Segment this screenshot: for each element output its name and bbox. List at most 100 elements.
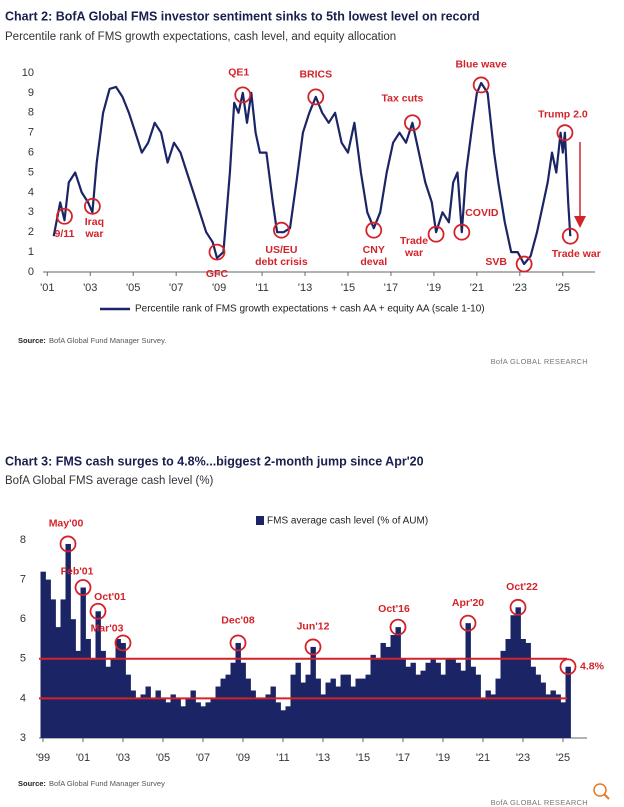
x-tick-label: '23 (516, 752, 530, 764)
y-tick-label: 7 (20, 574, 26, 586)
bar (540, 682, 546, 738)
y-tick-label: 0 (28, 266, 34, 278)
bar (490, 694, 496, 738)
sentiment-line (52, 81, 572, 266)
x-tick-label: '15 (356, 752, 370, 764)
bar (545, 694, 551, 738)
annotation-label: Trade (400, 235, 428, 247)
bar (40, 571, 46, 738)
bar (520, 639, 526, 738)
chart-title: Chart 3: FMS cash surges to 4.8%...bigge… (5, 454, 424, 468)
bar (260, 698, 266, 738)
bar (235, 642, 241, 738)
x-tick-label: '03 (116, 752, 130, 764)
x-tick-label: '07 (196, 752, 210, 764)
bar (460, 670, 466, 738)
bar (480, 698, 486, 738)
source-label: Source: (18, 779, 46, 788)
bar (65, 543, 71, 738)
bar (130, 690, 136, 738)
x-tick-label: '25 (556, 282, 570, 294)
bar (340, 674, 346, 738)
x-tick-label: '19 (436, 752, 450, 764)
legend-swatch (256, 516, 264, 525)
chart-title: Chart 2: BofA Global FMS investor sentim… (5, 9, 480, 23)
bar (385, 646, 391, 738)
bar (355, 678, 361, 738)
source: Source: BofA Global Fund Manager Survey. (18, 336, 166, 345)
annotation-label: SVB (485, 256, 507, 268)
bar (120, 642, 126, 738)
bar (420, 670, 426, 738)
bar (115, 639, 121, 738)
bar (125, 674, 131, 738)
bar (285, 706, 291, 738)
annotation-label: Trade war (552, 248, 601, 260)
y-tick-label: 1 (28, 246, 34, 258)
bar (530, 666, 536, 738)
x-tick-label: '05 (156, 752, 170, 764)
x-tick-label: '09 (212, 282, 226, 294)
bar (380, 642, 386, 738)
bar (415, 674, 421, 738)
annotation-label: US/EU (265, 244, 297, 256)
y-tick-label: 10 (22, 67, 34, 79)
annotation-label: Dec'08 (221, 615, 255, 627)
annotation-circle (74, 579, 92, 596)
source-text: BofA Global Fund Manager Survey (49, 779, 165, 788)
x-tick-label: '03 (83, 282, 97, 294)
annotation-label: war (404, 247, 423, 259)
bar (190, 690, 196, 738)
y-tick-label: 4 (20, 692, 26, 704)
x-tick-label: '21 (470, 282, 484, 294)
annotation-circle (556, 124, 574, 142)
bar (240, 662, 246, 738)
x-tick-label: '99 (36, 752, 50, 764)
bar (525, 642, 531, 738)
bar (535, 674, 541, 738)
annotation-circle (114, 634, 132, 652)
annotation-label: Mar'03 (91, 623, 124, 635)
zoom-icon (593, 783, 610, 800)
bar (180, 706, 186, 738)
annotation-circle (472, 76, 490, 94)
bar (275, 702, 281, 738)
bar (505, 639, 511, 738)
x-tick-label: '11 (255, 282, 269, 294)
bar (85, 639, 91, 738)
annotation-label: GFC (206, 268, 229, 280)
annotation-label: CNY (363, 244, 385, 256)
annotation-circle (459, 614, 477, 632)
annotation-label: QE1 (228, 67, 249, 79)
bar (140, 694, 146, 738)
annotation-label: Oct'22 (506, 581, 538, 593)
bar (155, 690, 161, 738)
annotation-circle (509, 598, 527, 616)
annotation-label: debt crisis (255, 256, 308, 268)
x-tick-label: '17 (384, 282, 398, 294)
x-tick-label: '01 (40, 282, 54, 294)
annotation-label: Jun'12 (297, 621, 330, 633)
annotation-circle (56, 207, 73, 225)
annotation-label: Oct'01 (94, 591, 126, 603)
bar (555, 694, 561, 738)
bar (160, 698, 166, 738)
bar (350, 686, 356, 738)
bar (60, 599, 66, 738)
annotation-label: war (84, 228, 103, 240)
legend-label: FMS average cash level (% of AUM) (267, 516, 428, 527)
bar (185, 698, 191, 738)
chart-subtitle: BofA Global FMS average cash level (%) (5, 475, 214, 487)
y-tick-label: 9 (28, 87, 34, 99)
annotation-circle (515, 255, 533, 273)
brand: BofA GLOBAL RESEARCH (491, 798, 588, 807)
x-tick-label: '23 (513, 282, 527, 294)
x-tick-label: '15 (341, 282, 355, 294)
bar (475, 674, 481, 738)
bar (465, 623, 471, 738)
bar (425, 662, 431, 738)
annotation-circle (561, 227, 579, 245)
annotation-circle (365, 221, 383, 239)
annotation-label: Blue wave (455, 59, 507, 71)
